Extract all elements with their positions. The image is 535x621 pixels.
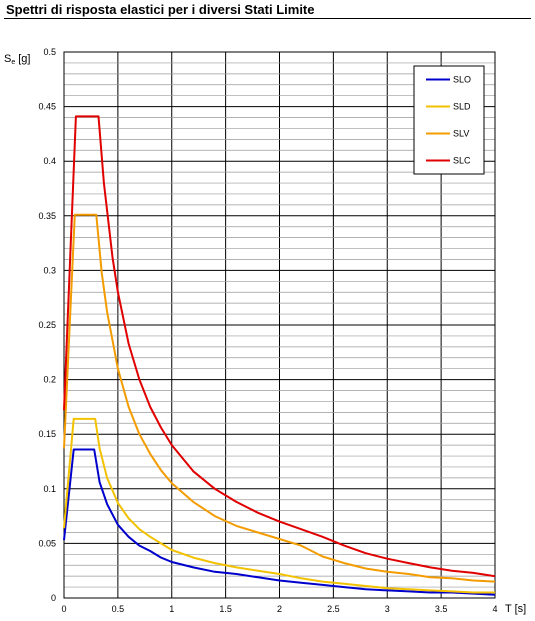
legend-box [413, 65, 485, 175]
legend: SLO SLD SLV SLC [413, 65, 485, 175]
y-tick-label: 0 [51, 593, 56, 603]
legend-label-sld: SLD [453, 102, 471, 112]
title-divider [4, 18, 531, 19]
y-tick-label: 0.35 [38, 211, 56, 221]
plot-area [63, 51, 496, 599]
y-tick-label: 0.4 [43, 156, 56, 166]
y-tick-label: 0.2 [43, 375, 56, 385]
y-axis-label-main: S [4, 53, 11, 65]
legend-label-slv: SLV [453, 129, 469, 139]
y-tick-label: 0.25 [38, 320, 56, 330]
x-tick-label: 2 [277, 604, 282, 614]
series-line-slv [63, 213, 496, 583]
y-tick-label: 0.3 [43, 265, 56, 275]
y-axis-label-unit: [g] [18, 53, 30, 65]
y-tick-label: 0.1 [43, 484, 56, 494]
x-tick-label: 4 [492, 604, 497, 614]
legend-label-slc: SLC [453, 156, 471, 166]
y-tick-labels: 0 0.05 0.1 0.15 0.2 0.25 0.3 0.35 0.4 0.45 0.5 [38, 47, 56, 603]
x-axis-label: T [s] [505, 603, 526, 615]
y-tick-label: 0.45 [38, 102, 56, 112]
x-tick-label: 1.5 [219, 604, 232, 614]
chart-title: Spettri di risposta elastici per i diver… [6, 2, 315, 17]
series-line-sld [63, 417, 495, 594]
x-tick-label: 1 [169, 604, 174, 614]
x-tick-label: 3 [385, 604, 390, 614]
x-tick-labels: 0 0.5 1 1.5 2 2.5 3 3.5 4 [61, 604, 497, 614]
y-tick-label: 0.05 [38, 538, 56, 548]
series-lines [63, 115, 496, 596]
legend-label-slo: SLO [453, 75, 471, 85]
y-tick-label: 0.5 [43, 47, 56, 57]
series-line-slc [63, 115, 496, 578]
y-axis-label-subscript: e [11, 59, 15, 66]
x-tick-label: 2.5 [327, 604, 340, 614]
series-line-slo [63, 448, 496, 596]
y-tick-label: 0.15 [38, 429, 56, 439]
x-tick-label: 0 [61, 604, 66, 614]
x-tick-label: 0.5 [112, 604, 125, 614]
x-tick-label: 3.5 [435, 604, 448, 614]
y-axis-label: Se [g] [4, 53, 30, 66]
